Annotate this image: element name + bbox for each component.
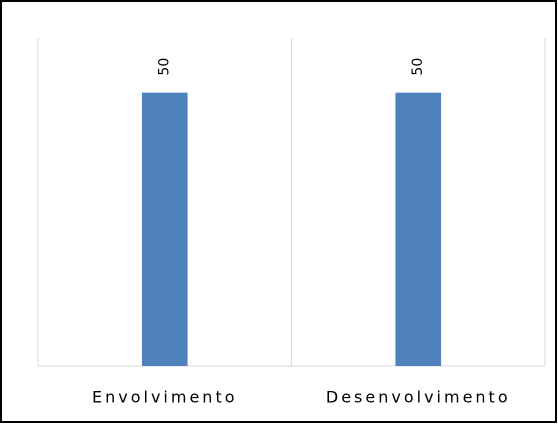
x-tick-label: Envolvimento	[92, 388, 238, 407]
bar	[395, 92, 442, 367]
bar	[141, 92, 188, 367]
data-label: 50	[157, 58, 173, 76]
data-label: 50	[410, 58, 426, 76]
x-tick-label: Desenvolvimento	[326, 388, 511, 407]
